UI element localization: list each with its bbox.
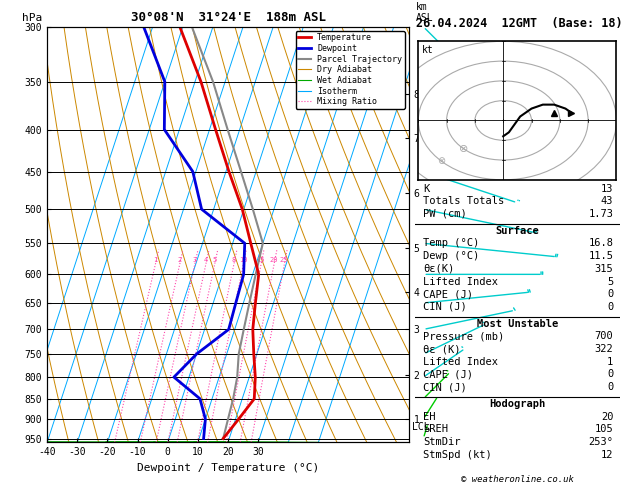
Text: CAPE (J): CAPE (J): [423, 289, 473, 299]
Text: 20: 20: [270, 257, 278, 263]
Text: K: K: [423, 184, 430, 193]
Legend: Temperature, Dewpoint, Parcel Trajectory, Dry Adiabat, Wet Adiabat, Isotherm, Mi: Temperature, Dewpoint, Parcel Trajectory…: [296, 31, 404, 109]
Text: Pressure (mb): Pressure (mb): [423, 331, 504, 342]
Text: 25: 25: [280, 257, 289, 263]
Text: © weatheronline.co.uk: © weatheronline.co.uk: [460, 474, 574, 484]
Text: 0: 0: [607, 369, 613, 380]
Text: 10: 10: [239, 257, 247, 263]
Text: 1: 1: [153, 257, 157, 263]
Text: SREH: SREH: [423, 424, 448, 434]
Text: θε(K): θε(K): [423, 264, 455, 274]
Text: 4: 4: [204, 257, 208, 263]
Title: 30°08'N  31°24'E  188m ASL: 30°08'N 31°24'E 188m ASL: [130, 11, 326, 24]
X-axis label: Dewpoint / Temperature (°C): Dewpoint / Temperature (°C): [137, 463, 319, 473]
Text: LCL: LCL: [413, 422, 430, 432]
Text: 253°: 253°: [589, 437, 613, 447]
Text: θε (K): θε (K): [423, 344, 461, 354]
Text: 1: 1: [607, 357, 613, 367]
Text: 15: 15: [257, 257, 265, 263]
Text: 12: 12: [601, 450, 613, 460]
Text: StmDir: StmDir: [423, 437, 461, 447]
Text: Totals Totals: Totals Totals: [423, 196, 504, 206]
Text: PW (cm): PW (cm): [423, 209, 467, 219]
Text: kt: kt: [422, 46, 434, 55]
Text: 315: 315: [594, 264, 613, 274]
Text: 20: 20: [601, 412, 613, 422]
Text: 5: 5: [213, 257, 216, 263]
Text: Temp (°C): Temp (°C): [423, 239, 479, 248]
Text: 11.5: 11.5: [589, 251, 613, 261]
Text: 0: 0: [607, 289, 613, 299]
Text: 0: 0: [607, 382, 613, 392]
Text: CAPE (J): CAPE (J): [423, 369, 473, 380]
Text: 105: 105: [594, 424, 613, 434]
Text: CIN (J): CIN (J): [423, 302, 467, 312]
Text: 700: 700: [594, 331, 613, 342]
Text: 26.04.2024  12GMT  (Base: 18): 26.04.2024 12GMT (Base: 18): [416, 17, 622, 30]
Text: 5: 5: [607, 277, 613, 287]
Text: Lifted Index: Lifted Index: [423, 357, 498, 367]
Text: 8: 8: [231, 257, 236, 263]
Text: Surface: Surface: [496, 226, 539, 236]
Text: ⊗: ⊗: [459, 144, 468, 154]
Text: CIN (J): CIN (J): [423, 382, 467, 392]
Text: 43: 43: [601, 196, 613, 206]
Text: 3: 3: [192, 257, 197, 263]
Text: ⊗: ⊗: [437, 156, 445, 166]
Text: 322: 322: [594, 344, 613, 354]
Text: Most Unstable: Most Unstable: [477, 319, 558, 329]
Text: EH: EH: [423, 412, 436, 422]
Text: 0: 0: [607, 302, 613, 312]
Text: Dewp (°C): Dewp (°C): [423, 251, 479, 261]
Text: 1.73: 1.73: [589, 209, 613, 219]
Text: Hodograph: Hodograph: [489, 399, 545, 409]
Text: km
ASL: km ASL: [416, 2, 434, 22]
Text: 16.8: 16.8: [589, 239, 613, 248]
Text: 2: 2: [177, 257, 182, 263]
Text: StmSpd (kt): StmSpd (kt): [423, 450, 492, 460]
Text: Lifted Index: Lifted Index: [423, 277, 498, 287]
Text: hPa: hPa: [22, 13, 42, 22]
Text: 13: 13: [601, 184, 613, 193]
